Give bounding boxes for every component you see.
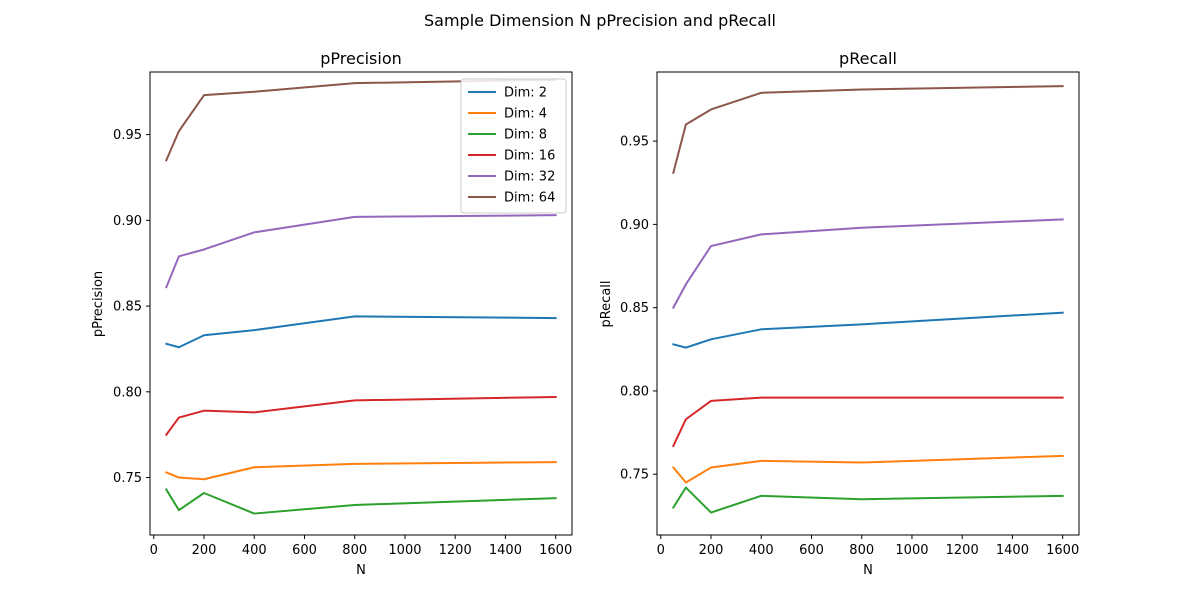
x-tick-label: 1600 <box>1046 543 1079 558</box>
legend-entry: Dim: 64 <box>504 191 555 206</box>
legend: Dim: 2 Dim: 4 Dim: 8 Dim: 16 Dim: 32 Dim: 64 <box>460 78 567 214</box>
series-line-dim-16 <box>671 396 1064 448</box>
y-axis-label: pPrecision <box>91 271 106 337</box>
x-tick-label: 800 <box>849 543 874 558</box>
series-line-dim-8 <box>671 486 1064 514</box>
series-line-dim-64 <box>165 78 557 162</box>
x-tick-label: 0 <box>657 543 665 558</box>
subplot-precall: pRecall N pRecall 0 200 400 600 800 1000 1200 1… <box>599 49 1080 578</box>
series-line-dim-4 <box>671 454 1064 484</box>
series-line-dim-32 <box>165 214 557 289</box>
x-axis-label: N <box>356 563 366 578</box>
y-tick-label: 0.90 <box>620 218 649 233</box>
x-tick-label: 1200 <box>439 543 472 558</box>
series-line-dim-4 <box>165 461 557 481</box>
x-tick-label: 400 <box>242 543 267 558</box>
y-tick-label: 0.75 <box>113 471 142 486</box>
plot-frame <box>149 71 573 536</box>
y-tick-label: 0.95 <box>620 135 649 150</box>
legend-entry: Dim: 16 <box>504 149 555 164</box>
y-tick-label: 0.90 <box>113 214 142 229</box>
x-tick-label: 1000 <box>895 543 928 558</box>
x-tick-label: 200 <box>192 543 217 558</box>
y-tick-label: 0.80 <box>620 384 649 399</box>
x-tick-label: 400 <box>749 543 774 558</box>
x-tick-label: 1600 <box>539 543 572 558</box>
plot-frame <box>656 71 1080 536</box>
legend-entry: Dim: 4 <box>504 107 547 122</box>
subplot-pprecision: pPrecision N pPrecision 0 200 400 600 800 100… <box>91 49 573 578</box>
x-tick-label: 1000 <box>388 543 421 558</box>
x-tick-label: 200 <box>699 543 724 558</box>
subplot-title: pRecall <box>839 49 897 68</box>
x-axis-label: N <box>863 563 873 578</box>
x-tick-label: 600 <box>292 543 317 558</box>
series-line-dim-32 <box>671 218 1064 310</box>
legend-entry: Dim: 8 <box>504 128 547 143</box>
x-tick-label: 0 <box>150 543 158 558</box>
y-tick-label: 0.80 <box>113 385 142 400</box>
series-line-dim-2 <box>672 311 1064 349</box>
legend-entry: Dim: 32 <box>504 170 555 185</box>
x-tick-label: 600 <box>799 543 824 558</box>
x-tick-label: 1400 <box>996 543 1029 558</box>
y-tick-label: 0.95 <box>113 128 142 143</box>
y-tick-label: 0.75 <box>620 468 649 483</box>
legend-entry: Dim: 2 <box>504 86 547 101</box>
series-line-dim-8 <box>164 488 557 515</box>
y-axis-label: pRecall <box>599 280 614 327</box>
series-line-dim-64 <box>672 85 1064 174</box>
figure-suptitle: Sample Dimension N pPrecision and pRecal… <box>424 11 776 30</box>
x-tick-label: 800 <box>342 543 367 558</box>
y-tick-label: 0.85 <box>113 300 142 315</box>
x-tick-label: 1200 <box>946 543 979 558</box>
series-line-dim-16 <box>164 395 557 437</box>
y-tick-label: 0.85 <box>620 301 649 316</box>
series-line-dim-2 <box>165 315 557 349</box>
subplot-title: pPrecision <box>320 49 402 68</box>
x-tick-label: 1400 <box>489 543 522 558</box>
